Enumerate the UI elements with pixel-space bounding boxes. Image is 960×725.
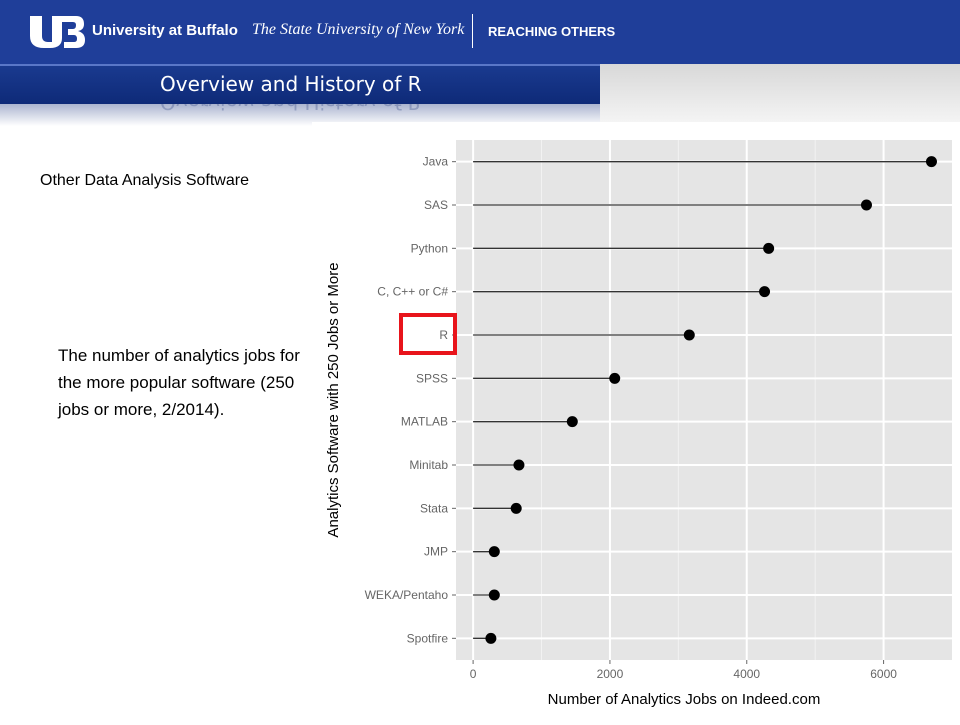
y-tick-label: Java	[423, 155, 449, 169]
x-axis-title: Number of Analytics Jobs on Indeed.com	[548, 691, 821, 708]
y-tick-label: C, C++ or C#	[377, 285, 448, 299]
y-tick-label: Stata	[420, 501, 448, 515]
point-Stata	[510, 502, 522, 514]
point-SAS	[860, 199, 872, 211]
subheading: Other Data Analysis Software	[40, 172, 249, 189]
y-tick-label: SPSS	[416, 371, 448, 385]
point-Spotfire	[485, 632, 497, 644]
header-bar: University at Buffalo The State Universi…	[0, 0, 960, 64]
title-reflection-text: Overview and History of R	[160, 104, 422, 114]
title-bar: Overview and History of R	[0, 64, 600, 104]
point-SPSS	[609, 372, 621, 384]
y-tick-label: SAS	[424, 198, 448, 212]
grey-band	[600, 64, 960, 122]
y-tick-label: Minitab	[409, 458, 448, 472]
x-tick-label: 0	[470, 667, 477, 681]
suny-name: The State University of New York	[252, 21, 465, 38]
dot-chart: Java SAS Python C, C++ or C# R SPSS MATLAB Mini…	[325, 140, 952, 708]
x-tick-labels: 0 2000 4000 6000	[470, 660, 897, 681]
tagline: REACHING OTHERS	[488, 24, 616, 39]
chart-container: Java SAS Python C, C++ or C# R SPSS MATLAB Mini…	[312, 122, 960, 720]
chart-panel	[456, 140, 952, 660]
y-tick-label: JMP	[424, 545, 448, 559]
y-tick-label: R	[439, 328, 448, 342]
x-tick-label: 6000	[870, 667, 897, 681]
y-axis-title: Analytics Software with 250 Jobs or More	[325, 262, 342, 537]
chart-marks	[473, 156, 937, 644]
r-highlight-box	[399, 313, 457, 355]
header-divider	[472, 14, 473, 48]
point-Java	[925, 156, 937, 168]
y-tick-label: WEKA/Pentaho	[365, 588, 449, 602]
point-Minitab	[513, 459, 525, 471]
point-WEKA/Pentaho	[488, 589, 500, 601]
y-tick-label: Spotfire	[407, 631, 449, 645]
x-tick-label: 4000	[733, 667, 760, 681]
y-tick-label: Python	[411, 241, 448, 255]
y-tick-label: MATLAB	[401, 415, 448, 429]
ub-logo-icon	[30, 16, 85, 48]
point-JMP	[488, 546, 500, 558]
title-reflection: Overview and History of R	[0, 104, 600, 126]
point-R	[683, 329, 695, 341]
y-tick-labels: Java SAS Python C, C++ or C# R SPSS MATLAB Mini…	[365, 155, 456, 645]
point-Python	[763, 242, 775, 254]
x-tick-label: 2000	[597, 667, 624, 681]
point-C, C++ or C#	[759, 286, 771, 298]
university-name: University at Buffalo	[92, 22, 238, 39]
description-text: The number of analytics jobs for the mor…	[58, 346, 300, 419]
slide-title: Overview and History of R	[160, 72, 422, 96]
point-MATLAB	[566, 416, 578, 428]
